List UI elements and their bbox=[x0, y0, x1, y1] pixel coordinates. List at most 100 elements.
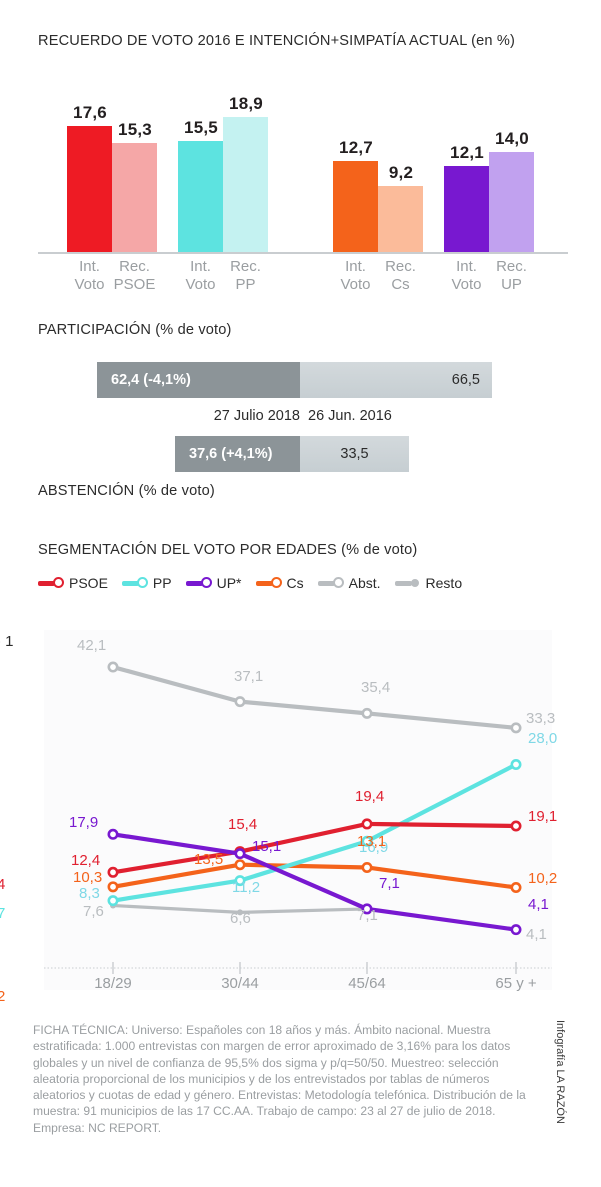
point-value-label: 33,3 bbox=[526, 709, 556, 727]
legend-label: Cs bbox=[286, 575, 304, 591]
participation-current-value: 62,4 (-4,1%) bbox=[111, 372, 191, 388]
point-value-label: 7,6 bbox=[83, 903, 104, 921]
data-point bbox=[107, 828, 119, 840]
data-point bbox=[361, 861, 373, 873]
data-point bbox=[361, 818, 373, 830]
point-value-label: 35,4 bbox=[361, 679, 391, 697]
x-axis-label: 65 y + bbox=[495, 975, 537, 992]
vote-recall-bar-chart: 17,6 15,3 15,5 18,9 12,7 9,2 12,1 14,0 Int. Vot… bbox=[0, 60, 601, 300]
segmentation-title: SEGMENTACIÓN DEL VOTO POR EDADES (% de v… bbox=[38, 542, 418, 558]
point-value-label: 10,2 bbox=[528, 869, 558, 887]
data-point bbox=[107, 895, 119, 907]
bar-tick-label: Int. Voto bbox=[74, 258, 105, 293]
bar-tick-label: Rec. PP bbox=[230, 258, 261, 293]
point-value-label: 12,4 bbox=[71, 852, 101, 870]
bar-tick-label: Rec. UP bbox=[496, 258, 527, 293]
line-chart-plot-area bbox=[44, 630, 552, 990]
data-point bbox=[361, 707, 373, 719]
point-value-label: 17,9 bbox=[69, 814, 99, 832]
bar-value-label: 15,3 bbox=[118, 119, 152, 139]
bar-column bbox=[333, 161, 378, 252]
x-axis-label: 45/64 bbox=[348, 975, 386, 992]
bar-value-label: 12,1 bbox=[450, 142, 484, 162]
participation-previous-value: 66,5 bbox=[451, 372, 480, 388]
legend-marker-icon bbox=[185, 576, 212, 590]
line-series-abst bbox=[110, 664, 519, 730]
data-point bbox=[510, 820, 522, 832]
point-value-label: 4,1 bbox=[526, 925, 547, 943]
legend-item-up[interactable]: UP* bbox=[185, 575, 242, 591]
participation-previous-segment: 66,5 bbox=[300, 362, 492, 398]
line-series-pp bbox=[110, 762, 519, 903]
bar-tick-label: Int. Voto bbox=[185, 258, 216, 293]
cut-off-title-fragment: ) 1 bbox=[0, 633, 14, 650]
data-point bbox=[234, 875, 246, 887]
point-value-label: 13,5 bbox=[194, 850, 224, 868]
legend-item-cs[interactable]: Cs bbox=[255, 575, 304, 591]
point-value-label: 37,1 bbox=[234, 667, 264, 685]
participation-current-segment: 62,4 (-4,1%) bbox=[97, 362, 300, 398]
legend-marker-icon bbox=[394, 576, 421, 590]
point-value-label: 11,2 bbox=[232, 878, 261, 896]
point-value-label: 19,1 bbox=[528, 807, 558, 825]
bar-column bbox=[112, 142, 157, 252]
infographic-credit: Infografía LA RAZÓN bbox=[554, 1020, 566, 1124]
point-value-label: 7,1 bbox=[357, 906, 378, 924]
line-series-resto bbox=[111, 903, 518, 932]
legend-item-pp[interactable]: PP bbox=[121, 575, 172, 591]
bar-column bbox=[444, 165, 489, 252]
abstention-current-value: 37,6 (+4,1%) bbox=[189, 446, 273, 462]
data-point bbox=[234, 696, 246, 708]
date-previous: 26 Jun. 2016 bbox=[308, 408, 392, 424]
legend-label: UP* bbox=[216, 575, 242, 591]
data-point bbox=[510, 882, 522, 894]
data-point bbox=[510, 722, 522, 734]
data-point bbox=[107, 881, 119, 893]
abstention-title: ABSTENCIÓN (% de voto) bbox=[38, 483, 215, 499]
line-series-psoe bbox=[110, 821, 519, 875]
legend-marker-icon bbox=[317, 576, 344, 590]
legend-label: PSOE bbox=[69, 575, 108, 591]
line-series-cs bbox=[110, 862, 519, 890]
legend-item-resto[interactable]: Resto bbox=[394, 575, 462, 591]
bar-column bbox=[223, 117, 268, 252]
legend-item-abst[interactable]: Abst. bbox=[317, 575, 381, 591]
data-point bbox=[107, 661, 119, 673]
bar-column bbox=[489, 152, 534, 252]
data-point bbox=[107, 866, 119, 878]
point-value-label: 16,9 bbox=[359, 839, 389, 857]
line-chart-legend: PSOE PP UP* Cs Abst. Resto bbox=[38, 570, 476, 596]
point-value-label: 7,1 bbox=[379, 874, 400, 892]
date-current: 27 Julio 2018 bbox=[213, 408, 300, 424]
point-value-label: 8,3 bbox=[79, 884, 100, 902]
data-point bbox=[361, 835, 373, 847]
abstention-previous-value: 33,5 bbox=[340, 446, 369, 462]
x-axis-label: 18/29 bbox=[94, 975, 132, 992]
point-value-label: 6,6 bbox=[230, 910, 251, 928]
cut-off-fragment-psoe: 4 bbox=[0, 876, 6, 893]
cut-off-fragment-cs: 2 bbox=[0, 988, 6, 1005]
data-point bbox=[510, 758, 522, 770]
abstention-previous-segment: 33,5 bbox=[300, 436, 409, 472]
data-point bbox=[510, 924, 522, 936]
technical-note: FICHA TÉCNICA: Universo: Españoles con 1… bbox=[33, 1023, 526, 1135]
bar-column bbox=[378, 186, 423, 252]
abstention-bar: 37,6 (+4,1%) 33,5 bbox=[175, 436, 409, 472]
point-value-label: 10,3 bbox=[73, 868, 103, 886]
bar-tick-label: Rec. PSOE bbox=[113, 258, 156, 293]
bar-value-label: 18,9 bbox=[229, 94, 263, 113]
legend-item-psoe[interactable]: PSOE bbox=[38, 575, 108, 591]
point-value-label: 42,1 bbox=[77, 637, 107, 655]
legend-label: Abst. bbox=[348, 575, 381, 591]
participation-title: PARTICIPACIÓN (% de voto) bbox=[38, 322, 232, 338]
bar-column bbox=[67, 126, 112, 252]
bar-tick-label: Int. Voto bbox=[451, 258, 482, 293]
legend-marker-icon bbox=[121, 576, 148, 590]
bar-value-label: 9,2 bbox=[388, 163, 414, 183]
point-value-label: 19,4 bbox=[355, 787, 385, 805]
legend-label: PP bbox=[152, 575, 172, 591]
participation-abstention-block: 62,4 (-4,1%) 66,5 27 Julio 2018 26 Jun. … bbox=[0, 310, 601, 500]
bar-chart-axis-line bbox=[38, 252, 568, 254]
bar-value-label: 17,6 bbox=[73, 103, 107, 123]
data-point bbox=[234, 859, 246, 871]
